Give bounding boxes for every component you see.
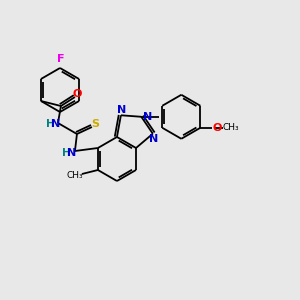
Text: O: O bbox=[72, 89, 82, 99]
Text: H: H bbox=[61, 148, 70, 158]
Text: F: F bbox=[57, 54, 65, 64]
Text: N: N bbox=[117, 105, 127, 115]
Text: N: N bbox=[143, 112, 152, 122]
Text: CH₃: CH₃ bbox=[222, 123, 239, 132]
Text: H: H bbox=[46, 119, 54, 129]
Text: O: O bbox=[213, 123, 222, 133]
Text: CH₃: CH₃ bbox=[67, 170, 83, 179]
Text: N: N bbox=[51, 119, 61, 129]
Text: N: N bbox=[149, 134, 158, 144]
Text: S: S bbox=[91, 119, 99, 129]
Text: N: N bbox=[67, 148, 76, 158]
